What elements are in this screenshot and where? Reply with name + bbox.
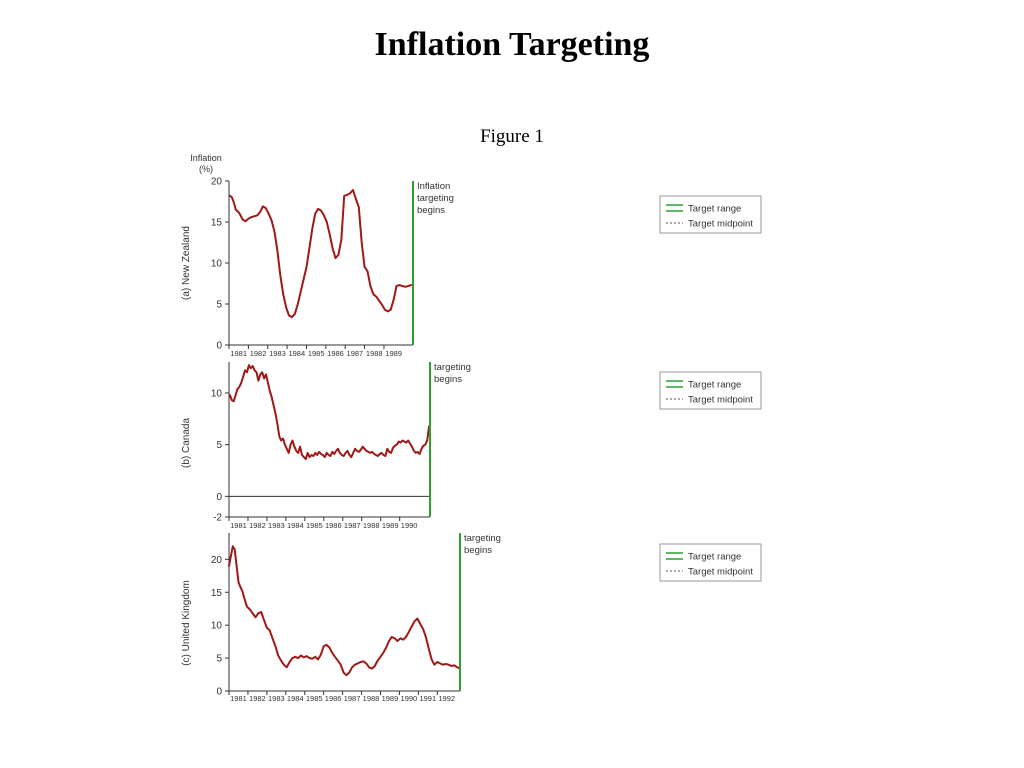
legend-entry-label: Target midpoint — [688, 219, 753, 230]
x-tick-label: 1987 — [344, 694, 361, 703]
y-tick-label: 0 — [216, 687, 222, 698]
y-tick-label: -2 — [213, 513, 222, 524]
y-tick-label: 5 — [216, 300, 222, 311]
y-tick-label: 15 — [211, 218, 223, 229]
x-tick-label: 1981 — [230, 694, 247, 703]
figure-caption: Figure 1 — [480, 126, 544, 147]
x-tick-label: 1985 — [306, 694, 323, 703]
targeting-annotation: begins — [464, 545, 492, 556]
legend-entry-label: Target midpoint — [688, 567, 753, 578]
x-tick-label: 1982 — [249, 521, 266, 530]
x-tick-label: 1988 — [366, 349, 383, 358]
x-tick-label: 1984 — [287, 694, 304, 703]
y-tick-label: 0 — [216, 341, 222, 352]
x-tick-label: 1985 — [306, 521, 323, 530]
x-tick-label: 1982 — [250, 349, 267, 358]
x-tick-label: 1983 — [269, 349, 286, 358]
targeting-annotation: targeting — [434, 362, 471, 373]
y-tick-label: 5 — [216, 440, 222, 451]
y-tick-label: 15 — [211, 588, 223, 599]
inflation-series-line — [228, 364, 431, 461]
y-unit-label: (%) — [199, 164, 213, 174]
x-tick-label: 1989 — [382, 694, 399, 703]
inflation-series-line — [229, 189, 413, 319]
y-tick-label: 10 — [211, 259, 223, 270]
x-tick-label: 1990 — [401, 521, 418, 530]
y-unit-label: Inflation — [190, 153, 222, 163]
x-tick-label: 1987 — [347, 349, 364, 358]
y-tick-label: 0 — [216, 492, 222, 503]
x-tick-label: 1986 — [325, 521, 342, 530]
y-tick-label: 10 — [211, 621, 223, 632]
targeting-annotation: begins — [417, 205, 445, 216]
x-tick-label: 1992 — [438, 694, 455, 703]
x-tick-label: 1983 — [268, 694, 285, 703]
x-tick-label: 1989 — [385, 349, 402, 358]
y-axis-label: (b) Canada — [181, 418, 192, 468]
x-tick-label: 1984 — [287, 521, 304, 530]
x-tick-label: 1990 — [401, 694, 418, 703]
x-tick-label: 1989 — [382, 521, 399, 530]
x-tick-label: 1987 — [344, 521, 361, 530]
y-tick-label: 10 — [211, 389, 223, 400]
y-axis-label: (c) United Kingdom — [181, 580, 192, 666]
targeting-annotation: Inflation — [417, 181, 450, 192]
legend-entry-label: Target midpoint — [688, 395, 753, 406]
y-tick-label: 5 — [216, 654, 222, 665]
legend-box — [659, 371, 762, 410]
legend-box — [659, 543, 762, 582]
y-tick-label: 20 — [211, 555, 223, 566]
x-tick-label: 1985 — [308, 349, 325, 358]
x-tick-label: 1991 — [419, 694, 436, 703]
legend-box — [659, 195, 762, 234]
legend-entry-label: Target range — [688, 552, 741, 563]
x-tick-label: 1986 — [327, 349, 344, 358]
y-axis-label: (a) New Zealand — [181, 226, 192, 300]
targeting-annotation: begins — [434, 374, 462, 385]
inflation-series-line — [228, 545, 461, 677]
x-tick-label: 1984 — [288, 349, 305, 358]
x-tick-label: 1986 — [325, 694, 342, 703]
slide-title: Inflation Targeting — [374, 26, 650, 63]
x-tick-label: 1982 — [249, 694, 266, 703]
targeting-annotation: targeting — [464, 533, 501, 544]
x-tick-label: 1988 — [363, 521, 380, 530]
legend-entry-label: Target range — [688, 204, 741, 215]
x-tick-label: 1981 — [230, 349, 247, 358]
x-tick-label: 1988 — [363, 694, 380, 703]
y-tick-label: 20 — [211, 177, 223, 188]
targeting-annotation: targeting — [417, 193, 454, 204]
x-tick-label: 1981 — [230, 521, 247, 530]
legend-entry-label: Target range — [688, 380, 741, 391]
x-tick-label: 1983 — [268, 521, 285, 530]
